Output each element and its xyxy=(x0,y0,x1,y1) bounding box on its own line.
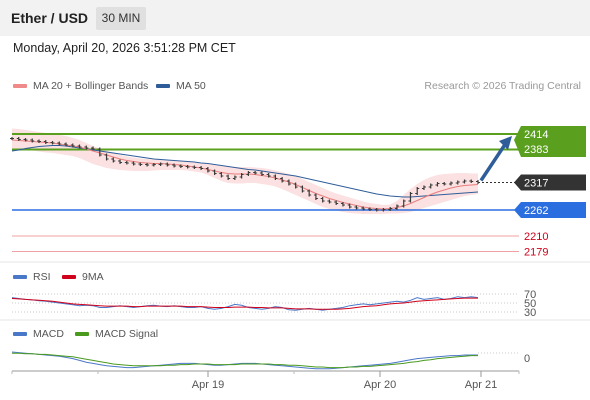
legend-rsi-label: RSI xyxy=(33,271,51,283)
macd-line xyxy=(11,351,478,370)
legend-ma20-swatch xyxy=(13,84,27,88)
resistance-badge xyxy=(514,126,586,157)
legend-ma20-label: MA 20 + Bollinger Bands xyxy=(33,80,149,92)
bollinger-band-area xyxy=(12,128,478,214)
rsi-tick-30: 30 xyxy=(524,307,536,319)
legend-rsi: RSI xyxy=(13,271,51,283)
forecast-arrow-head xyxy=(499,136,512,150)
legend-macd: MACD xyxy=(13,328,64,340)
support-level-badge xyxy=(514,202,586,218)
timeframe-button[interactable]: 30 MIN xyxy=(96,7,146,30)
legend-macd-swatch xyxy=(13,332,27,336)
rsi-line xyxy=(11,296,479,311)
legend-ma50: MA 50 xyxy=(156,80,206,92)
header-bar: Ether / USD 30 MIN xyxy=(0,0,590,36)
legend-rsi-swatch xyxy=(13,275,27,279)
legend-macd-signal-swatch xyxy=(75,332,89,336)
resistance-level-1-label: 2414 xyxy=(524,129,548,141)
chart-panel xyxy=(0,36,590,400)
legend-ma50-swatch xyxy=(156,84,170,88)
current-price-badge xyxy=(514,174,586,191)
rsi-tick-50: 50 xyxy=(524,298,536,310)
time-axis-label: Apr 19 xyxy=(192,379,224,391)
legend-macd-signal: MACD Signal xyxy=(75,328,158,340)
legend-rsi-ma9-swatch xyxy=(62,275,76,279)
rsi-tick-70: 70 xyxy=(524,289,536,301)
time-axis-label: Apr 20 xyxy=(364,379,396,391)
target-level-2-label: 2179 xyxy=(524,247,548,259)
time-axis-label: Apr 21 xyxy=(465,379,497,391)
support-level-label: 2262 xyxy=(524,205,548,217)
legend-macd-label: MACD xyxy=(33,328,64,340)
legend-rsi-ma9-label: 9MA xyxy=(82,271,104,283)
resistance-level-2-label: 2383 xyxy=(524,144,548,156)
target-level-1-label: 2210 xyxy=(524,231,548,243)
legend-rsi-ma9: 9MA xyxy=(62,271,104,283)
chart-datetime: Monday, April 20, 2026 3:51:28 PM CET xyxy=(13,41,236,55)
research-credit: Research © 2026 Trading Central xyxy=(424,80,581,92)
forecast-arrow-shaft xyxy=(479,142,508,182)
macd-tick-0: 0 xyxy=(524,353,530,365)
legend-ma20: MA 20 + Bollinger Bands xyxy=(13,80,148,92)
current-price-label: 2317 xyxy=(524,178,548,190)
macd-signal-line xyxy=(12,352,478,369)
legend-macd-signal-label: MACD Signal xyxy=(95,328,159,340)
legend-ma50-label: MA 50 xyxy=(176,80,206,92)
ma20-line xyxy=(11,139,479,210)
instrument-title: Ether / USD xyxy=(11,10,89,26)
rsi-ma9-line xyxy=(11,297,478,310)
